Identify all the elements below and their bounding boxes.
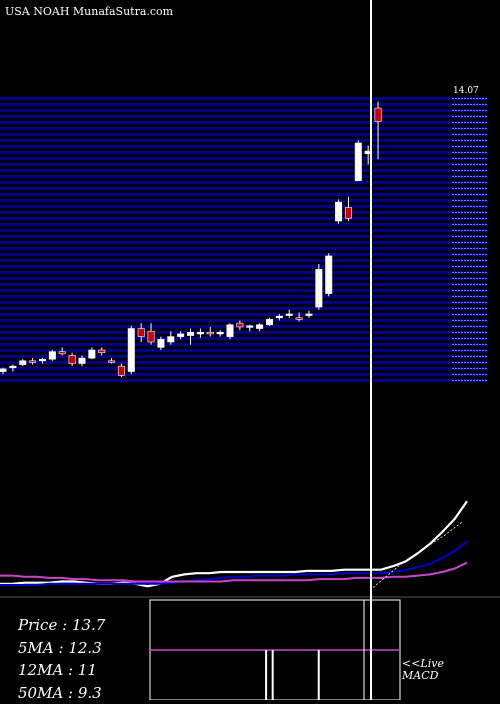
price-band <box>0 241 488 244</box>
candle-body <box>266 319 272 324</box>
price-band <box>0 133 488 136</box>
price-band <box>0 337 488 340</box>
candle-body <box>227 325 233 337</box>
price-band <box>0 181 488 184</box>
price-band <box>0 283 488 286</box>
candle-body <box>335 202 341 221</box>
stat-12ma: 12MA : 11 <box>18 659 105 682</box>
price-band <box>0 265 488 268</box>
candle-body <box>237 323 243 327</box>
candle-body <box>29 361 35 363</box>
price-band <box>0 289 488 292</box>
price-band <box>0 139 488 142</box>
ma-stats-panel: Price : 13.7 5MA : 12.3 12MA : 11 50MA :… <box>18 614 105 704</box>
candle-body <box>306 314 312 316</box>
top-price-label: 14.07 <box>453 87 479 96</box>
price-band <box>0 331 488 334</box>
price-band <box>0 121 488 124</box>
candle-body <box>79 358 85 363</box>
candle-body <box>89 350 95 358</box>
candle-body <box>148 331 154 342</box>
ma-line-ma_white <box>0 501 467 586</box>
candle-body <box>247 326 253 328</box>
stat-5ma: 5MA : 12.3 <box>18 637 105 660</box>
candle-body <box>0 369 6 372</box>
price-band <box>0 97 488 100</box>
price-band <box>0 313 488 316</box>
price-band <box>0 193 488 196</box>
candle-body <box>39 359 45 361</box>
candle-body <box>256 325 262 329</box>
chart-title: USA NOAH MunafaSutra.com <box>5 5 173 18</box>
candle-body <box>217 332 223 334</box>
candle-body <box>138 329 144 337</box>
ma-dotted-line <box>370 522 462 590</box>
price-band <box>0 211 488 214</box>
candle-body <box>286 314 292 316</box>
price-band <box>0 277 488 280</box>
candle-body <box>345 208 351 219</box>
candle-body <box>296 318 302 320</box>
price-band <box>0 259 488 262</box>
candle-body <box>10 366 16 368</box>
candle-body <box>187 332 193 335</box>
price-band <box>0 235 488 238</box>
candle-body <box>168 337 174 342</box>
price-band <box>0 145 488 148</box>
price-band <box>0 319 488 322</box>
candle-body <box>326 256 332 294</box>
price-band <box>0 175 488 178</box>
price-band <box>0 103 488 106</box>
price-band <box>0 367 488 370</box>
candle-body <box>69 355 75 363</box>
price-band <box>0 157 488 160</box>
candles <box>0 102 381 377</box>
macd-panel <box>150 600 400 700</box>
candle-body <box>158 339 164 347</box>
price-band <box>0 379 488 382</box>
price-band <box>0 169 488 172</box>
candle-body <box>316 269 322 307</box>
price-band <box>0 187 488 190</box>
price-band <box>0 127 488 130</box>
stat-price: Price : 13.7 <box>18 614 105 637</box>
candle-body <box>177 334 183 337</box>
candle-body <box>108 361 114 363</box>
price-band <box>0 247 488 250</box>
price-band <box>0 115 488 118</box>
price-band <box>0 151 488 154</box>
candle-body <box>355 143 361 181</box>
candle-body <box>20 361 26 365</box>
candle-body <box>207 332 213 334</box>
candle-body <box>99 350 105 353</box>
price-band <box>0 217 488 220</box>
candle-body <box>276 316 282 318</box>
price-band <box>0 271 488 274</box>
price-band <box>0 373 488 376</box>
price-band <box>0 163 488 166</box>
candle-body <box>118 366 124 375</box>
price-band <box>0 307 488 310</box>
price-band <box>0 223 488 226</box>
price-band <box>0 205 488 208</box>
price-band <box>0 301 488 304</box>
price-band <box>0 343 488 346</box>
candle-body <box>375 108 381 121</box>
live-macd-label: <<Live MACD <box>402 658 444 682</box>
price-band <box>0 253 488 256</box>
candle-body <box>197 332 203 334</box>
candle-body <box>59 352 65 354</box>
candle-body <box>128 329 134 372</box>
price-band <box>0 199 488 202</box>
price-band <box>0 295 488 298</box>
stat-50ma: 50MA : 9.3 <box>18 682 105 704</box>
price-band <box>0 109 488 112</box>
price-band <box>0 349 488 352</box>
price-band <box>0 325 488 328</box>
ma-lines <box>0 501 500 597</box>
candle-body <box>49 352 55 360</box>
price-bands <box>0 97 488 382</box>
price-band <box>0 229 488 232</box>
